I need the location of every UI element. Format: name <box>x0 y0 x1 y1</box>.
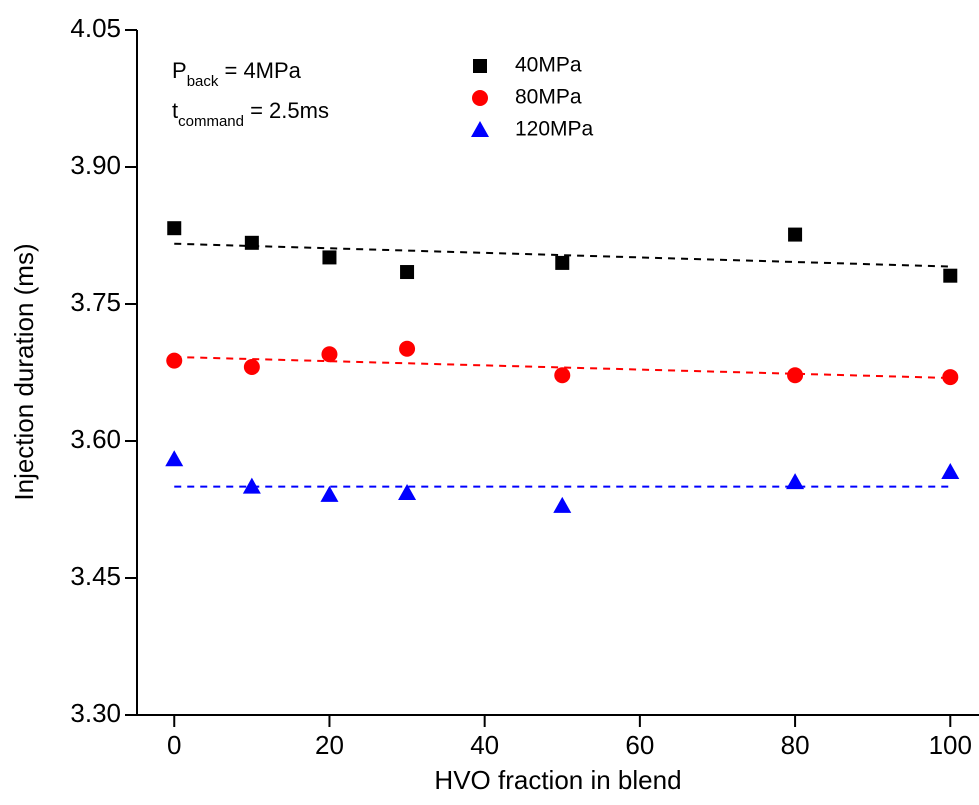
annotation-rest: = 2.5ms <box>244 98 329 123</box>
y-tick-label: 3.90 <box>70 150 121 180</box>
y-tick-label: 3.60 <box>70 424 121 454</box>
point <box>399 340 416 357</box>
point <box>322 250 337 265</box>
point <box>167 221 182 236</box>
x-axis-title: HVO fraction in blend <box>434 765 681 795</box>
point <box>165 450 184 467</box>
x-tick-label: 100 <box>929 730 972 760</box>
point <box>943 268 958 283</box>
y-tick-label: 3.45 <box>70 561 121 591</box>
legend-label: 40MPa <box>515 54 582 77</box>
point <box>787 367 804 384</box>
y-tick-label: 4.05 <box>70 13 121 43</box>
point <box>244 235 259 250</box>
annotation-sub: back <box>187 73 219 90</box>
point <box>942 369 959 386</box>
annotation-main: t <box>172 98 178 123</box>
legend-marker <box>472 90 488 106</box>
y-tick-label: 3.75 <box>70 287 121 317</box>
x-tick-label: 80 <box>781 730 810 760</box>
point <box>320 485 339 502</box>
point <box>166 352 183 369</box>
point <box>400 265 415 280</box>
point <box>941 463 960 480</box>
x-tick-label: 20 <box>315 730 344 760</box>
y-tick-label: 3.30 <box>70 698 121 728</box>
annotation-main: P <box>172 58 187 83</box>
annotation-sub: command <box>178 113 244 130</box>
annotation-rest: = 4MPa <box>218 58 301 83</box>
point <box>786 473 805 490</box>
x-tick-label: 40 <box>470 730 499 760</box>
point <box>553 496 572 513</box>
x-tick-label: 60 <box>625 730 654 760</box>
point <box>321 346 338 363</box>
point <box>554 367 571 384</box>
legend-marker <box>471 121 489 137</box>
y-axis-title: Injection duration (ms) <box>9 243 39 500</box>
annotation: tcommand = 2.5ms <box>172 98 329 130</box>
legend-marker <box>473 59 487 73</box>
point <box>398 484 417 501</box>
point <box>242 477 261 494</box>
x-tick-label: 0 <box>167 730 181 760</box>
point <box>555 255 570 270</box>
legend-label: 120MPa <box>515 118 594 141</box>
point <box>243 359 260 376</box>
point <box>788 227 803 242</box>
legend-label: 80MPa <box>515 86 582 109</box>
annotation: Pback = 4MPa <box>172 58 302 90</box>
